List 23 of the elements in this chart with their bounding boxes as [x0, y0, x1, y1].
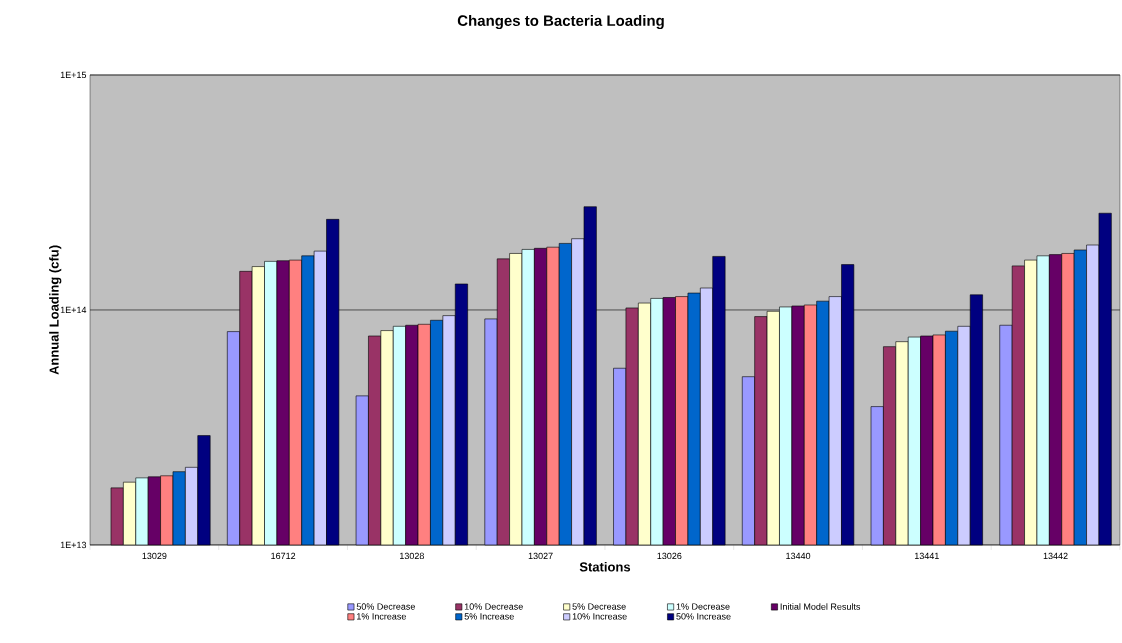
legend-label: Initial Model Results: [780, 603, 861, 610]
x-tick-label: 16712: [271, 552, 296, 560]
legend-label: 5% Increase: [464, 613, 514, 620]
legend-label: 5% Decrease: [572, 603, 626, 610]
legend-label: 10% Increase: [572, 613, 627, 620]
legend-label: 50% Increase: [676, 613, 731, 620]
x-tick-label: 13442: [1043, 552, 1068, 560]
x-tick-label: 13027: [528, 552, 553, 560]
chart-title: Changes to Bacteria Loading: [457, 14, 664, 30]
x-tick-label: 13028: [400, 552, 424, 560]
legend-label: 1% Increase: [357, 613, 406, 620]
x-tick-label: 13440: [786, 552, 811, 560]
x-tick-label: 13441: [914, 552, 939, 560]
y-tick-label: 1E+14: [60, 306, 87, 314]
legend-label: 50% Decrease: [356, 603, 415, 610]
y-tick-label: 1E+13: [60, 541, 87, 549]
x-axis-title: Stations: [579, 561, 631, 572]
y-axis-title: Annual Loading (cfu): [49, 245, 62, 375]
legend-label: 1% Decrease: [676, 603, 730, 610]
x-tick-label: 13026: [657, 552, 682, 560]
legend-label: 10% Decrease: [464, 603, 523, 610]
x-tick-label: 13029: [142, 552, 167, 560]
y-tick-label: 1E+15: [60, 71, 87, 79]
